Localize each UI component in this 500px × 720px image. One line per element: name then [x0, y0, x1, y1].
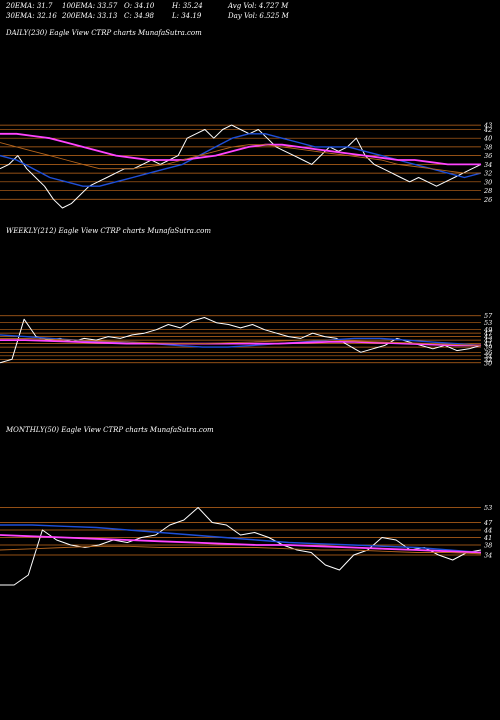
y-tick-label: 47 [483, 330, 493, 338]
y-tick-label: 39 [484, 344, 492, 352]
price-line [0, 507, 482, 586]
ema20-label: 20EMA: 31.7 [6, 2, 53, 10]
y-tick-label: 44 [483, 527, 492, 535]
y-tick-label: 34 [484, 552, 492, 560]
y-tick-label: 53 [484, 319, 492, 327]
ema100-label: 100EMA: 33.57 [62, 2, 118, 10]
price-line [0, 124, 482, 209]
y-tick-label: 49 [483, 326, 492, 334]
high-label: H: 35.24 [172, 2, 203, 10]
day-vol-label: Day Vol: 6.525 M [228, 12, 289, 20]
y-tick-label: 28 [483, 187, 492, 195]
y-tick-label: 41 [483, 340, 492, 348]
y-tick-label: 32 [484, 356, 492, 364]
y-tick-label: 34 [484, 161, 492, 169]
y-tick-label: 26 [483, 196, 492, 204]
y-tick-label: 38 [484, 143, 492, 151]
y-tick-label: 57 [484, 312, 493, 320]
ema-slow-line [0, 132, 481, 166]
ema30-label: 30EMA: 32.16 [6, 12, 57, 20]
open-label: O: 34.10 [124, 2, 155, 10]
y-tick-label: 42 [483, 126, 492, 134]
y-tick-label: 45 [483, 333, 492, 341]
daily-chart-title: DAILY(230) Eagle View CTRP charts Munafa… [6, 29, 202, 37]
ema-mid-line [0, 142, 481, 174]
ema-fast-line [0, 524, 482, 554]
y-tick-label: 40 [483, 135, 492, 143]
y-tick-label: 38 [484, 542, 492, 550]
ema-slow-line [0, 339, 481, 347]
weekly-chart-title: WEEKLY(212) Eagle View CTRP charts Munaf… [6, 227, 211, 235]
ema200-label: 200EMA: 33.13 [62, 12, 118, 20]
y-tick-label: 30 [484, 359, 492, 367]
y-tick-label: 43 [483, 122, 492, 130]
y-tick-label: 32 [484, 170, 492, 178]
y-tick-label: 36 [484, 349, 492, 357]
y-tick-label: 53 [484, 504, 492, 512]
y-tick-label: 43 [483, 337, 492, 345]
ema-mid-line [0, 545, 482, 555]
y-tick-label: 34 [484, 352, 492, 360]
ema-slow-line [0, 534, 482, 554]
ema-mid-line [0, 337, 482, 346]
monthly-chart-title: MONTHLY(50) Eagle View CTRP charts Munaf… [6, 426, 214, 434]
y-tick-label: 36 [484, 152, 492, 160]
y-tick-label: 41 [483, 534, 492, 542]
y-tick-label: 47 [483, 519, 493, 527]
y-tick-label: 30 [484, 178, 492, 186]
low-label: L: 34.19 [172, 12, 202, 20]
close-label: C: 34.98 [124, 12, 154, 20]
avg-vol-label: Avg Vol: 4.727 M [228, 2, 289, 10]
